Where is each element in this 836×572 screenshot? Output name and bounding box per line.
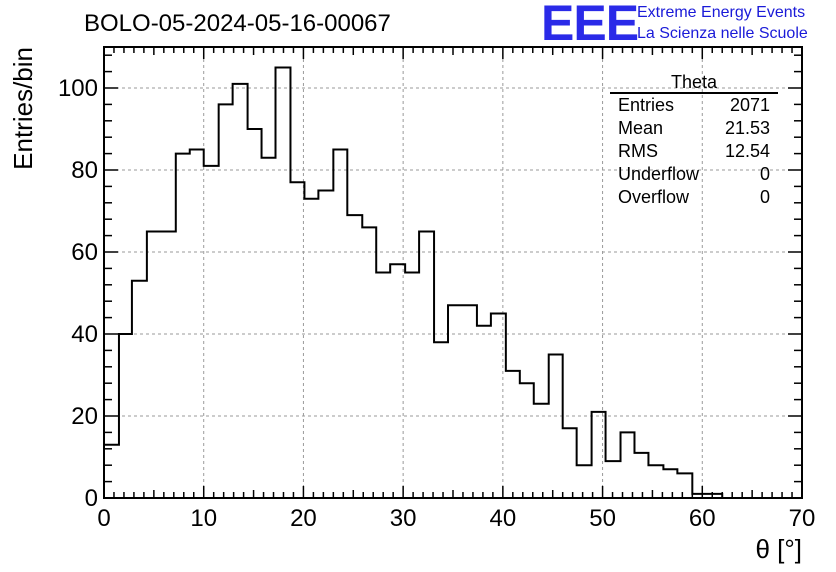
histogram-bin: [347, 215, 362, 498]
stats-row: RMS 12.54: [610, 140, 778, 163]
stats-label: RMS: [618, 141, 658, 161]
histogram-bin: [663, 469, 677, 498]
x-tick-label: 10: [190, 505, 217, 532]
histogram-bin: [462, 305, 477, 498]
stats-row: Overflow 0: [610, 186, 778, 209]
histogram-bin: [534, 404, 549, 498]
x-tick-label: 70: [789, 505, 816, 532]
histogram-bin: [248, 129, 262, 498]
histogram-bin: [147, 232, 161, 499]
histogram-bin: [405, 273, 419, 499]
histogram-bin: [204, 166, 219, 498]
stats-label: Mean: [618, 118, 664, 138]
histogram-bin: [276, 68, 291, 499]
histogram-bin: [491, 314, 506, 499]
histogram-bin: [376, 273, 390, 499]
stats-row: Mean 21.53: [610, 117, 778, 140]
stats-value: 21.53: [724, 118, 770, 138]
histogram-bin: [318, 191, 333, 499]
histogram-bin: [634, 453, 648, 498]
x-tick-label: 60: [689, 505, 716, 532]
histogram-bin: [520, 383, 534, 498]
y-axis-label: Entries/bin: [8, 47, 38, 170]
histogram-bin: [563, 428, 577, 498]
histogram-bin: [648, 465, 663, 498]
histogram-bin: [190, 150, 204, 499]
stats-value: 0: [759, 187, 770, 207]
histogram-bin: [448, 305, 462, 498]
stats-value: 12.54: [724, 141, 770, 161]
histogram-bin: [104, 445, 119, 498]
stats-value: 2071: [729, 95, 770, 115]
x-axis-label: θ [°]: [755, 534, 802, 564]
histogram-bin: [592, 412, 606, 498]
histogram-bin: [233, 84, 248, 498]
histogram-bin: [219, 104, 233, 498]
histogram-bin: [419, 232, 434, 499]
logo-line-1: Extreme Energy Events: [637, 4, 806, 21]
histogram-line: [103, 66, 738, 499]
x-tick-label: 0: [97, 505, 110, 532]
stats-value: 0: [759, 164, 770, 184]
x-tick-label: 20: [290, 505, 317, 532]
y-tick-label: 60: [71, 239, 98, 266]
histogram-bin: [362, 227, 376, 498]
x-tick-label: 40: [490, 505, 517, 532]
histogram-bin: [132, 281, 147, 498]
y-tick-label: 100: [58, 75, 98, 102]
histogram-bin: [290, 182, 304, 498]
histogram-bin: [390, 264, 405, 498]
histogram-bin: [577, 465, 592, 498]
histogram-bin: [161, 232, 176, 499]
chart-title: BOLO-05-2024-05-16-00067: [84, 10, 391, 37]
logo-line-2: La Scienza nelle Scuole: [637, 25, 808, 42]
histogram-bin: [621, 432, 635, 498]
y-tick-label: 80: [71, 157, 98, 184]
y-tick-label: 40: [71, 321, 98, 348]
stats-row: Underflow 0: [610, 163, 778, 186]
stats-row: Entries 2071: [610, 94, 778, 117]
histogram-bin: [677, 473, 692, 498]
histogram-bin: [304, 199, 318, 498]
histogram-bin: [434, 342, 448, 498]
histogram-bin: [477, 326, 491, 498]
x-tick-label: 30: [390, 505, 417, 532]
histogram-bin: [506, 371, 520, 498]
y-tick-label: 0: [85, 485, 98, 512]
eee-logo-mark: EEE: [541, 0, 639, 51]
histogram-bin: [176, 154, 190, 498]
histogram-bin: [549, 355, 563, 499]
x-tick-label: 50: [589, 505, 616, 532]
stats-title: Theta: [610, 72, 778, 94]
histogram-bin: [333, 150, 347, 499]
stats-box: Theta Entries 2071 Mean 21.53 RMS 12.54 Underf…: [610, 72, 778, 209]
stats-label: Underflow: [618, 164, 700, 184]
stats-label: Entries: [618, 95, 675, 115]
histogram-bin: [119, 334, 132, 498]
y-tick-label: 20: [71, 403, 98, 430]
histogram-bin: [262, 158, 276, 498]
stats-label: Overflow: [618, 187, 690, 207]
